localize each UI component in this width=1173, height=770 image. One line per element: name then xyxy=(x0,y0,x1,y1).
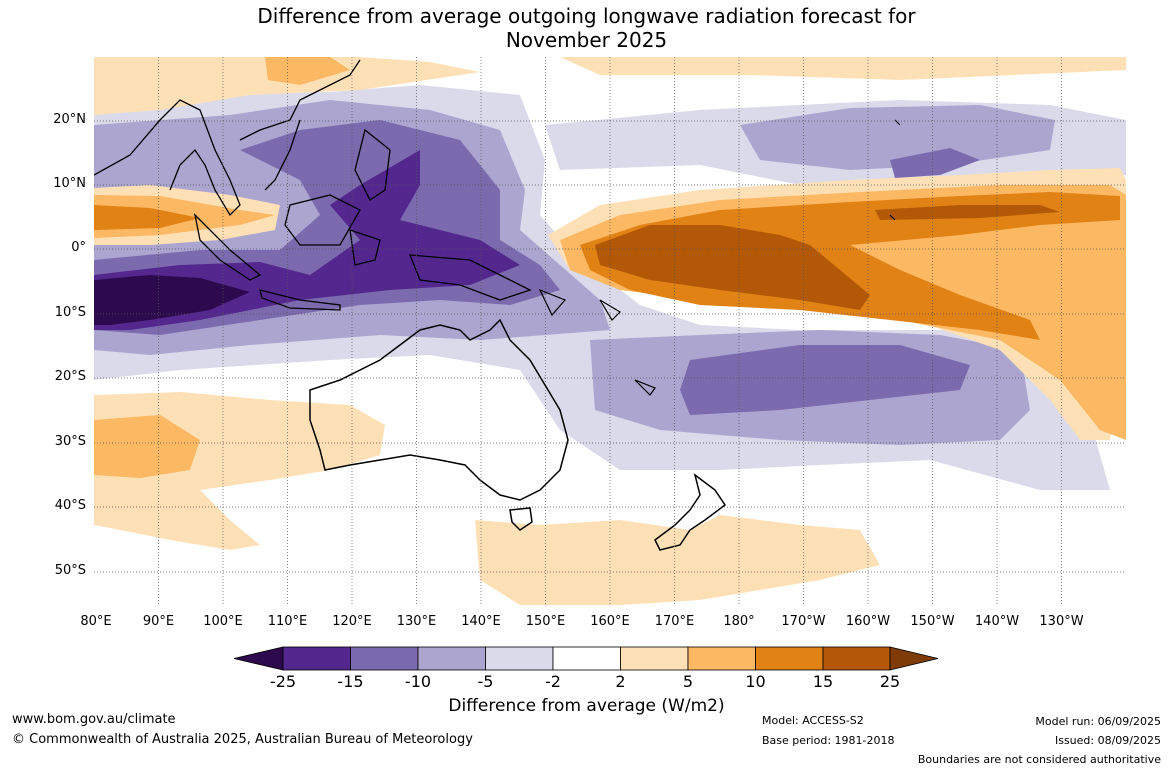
lon-label: 140°E xyxy=(461,614,501,629)
anomaly-region-moderate-positive-north xyxy=(265,57,350,85)
anomaly-region-weak-positive-north-east xyxy=(560,57,1126,80)
anomaly-region-weak-positive-south xyxy=(475,515,880,605)
anomaly-region-very-strong-positive xyxy=(595,225,870,310)
model-run-text: Model run: 06/09/2025 xyxy=(1035,715,1161,728)
maritime-continent-outline xyxy=(193,128,532,311)
colorbar-tick-label: -10 xyxy=(404,672,432,691)
model-text: Model: ACCESS-S2 xyxy=(762,714,864,727)
colorbar-title: Difference from average (W/m2) xyxy=(448,696,725,716)
anomaly-region-very-strong-positive-east xyxy=(875,205,1060,220)
copyright-text: © Commonwealth of Australia 2025, Austra… xyxy=(12,732,473,747)
lon-label: 120°E xyxy=(332,614,372,629)
lon-label: 140°W xyxy=(974,614,1020,629)
asia-outline xyxy=(94,59,361,217)
lon-label: 80°E xyxy=(80,614,112,629)
lon-label: 160°W xyxy=(845,614,891,629)
anomaly-region-extreme-negative xyxy=(94,275,250,325)
colorbar-tick-label: -2 xyxy=(545,672,561,691)
colorbar-tick-label: -15 xyxy=(337,672,364,691)
anomaly-region-strong-negative-ne xyxy=(890,148,980,178)
disclaimer-text: Boundaries are not considered authoritat… xyxy=(917,753,1161,766)
lon-label: 170°E xyxy=(654,614,695,629)
australia-outline xyxy=(309,318,569,501)
colorbar-tick-label: 25 xyxy=(879,672,901,691)
lat-label: 0° xyxy=(71,240,86,255)
anomaly-region-weak-positive-north xyxy=(94,57,480,115)
lat-label: 50°S xyxy=(54,563,86,578)
anomaly-region-moderate-positive-southwest xyxy=(94,415,200,478)
pacific-islands-outline xyxy=(538,119,901,396)
colorbar-tick-label: -25 xyxy=(269,672,297,691)
lat-label: 40°S xyxy=(54,498,86,513)
lon-label: 100°E xyxy=(203,614,243,629)
graticule xyxy=(94,57,1126,605)
lon-label: 130°W xyxy=(1039,614,1084,629)
lat-label: 30°S xyxy=(54,434,86,449)
lon-label: 180° xyxy=(723,614,755,629)
lon-label: 150°E xyxy=(525,614,566,629)
colorbar-tick-label: 5 xyxy=(682,672,694,691)
new-zealand-outline xyxy=(654,473,727,551)
lon-label: 160°E xyxy=(590,614,630,629)
anomaly-field xyxy=(94,57,1126,605)
lon-label: 110°E xyxy=(267,614,308,629)
base-period-text: Base period: 1981-2018 xyxy=(762,734,895,747)
colorbar-tick-label: -5 xyxy=(477,672,494,691)
colorbar-tick-label: 10 xyxy=(745,672,766,691)
title-line-1: Difference from average outgoing longwav… xyxy=(257,4,916,28)
lat-label: 20°S xyxy=(54,369,86,384)
colorbar-tick-label: 15 xyxy=(812,672,834,691)
anomaly-region-strong-negative-south xyxy=(680,345,970,415)
anomaly-region-strong-positive-west xyxy=(94,205,200,230)
issued-text: Issued: 08/09/2025 xyxy=(1054,734,1161,747)
title-line-2: November 2025 xyxy=(505,28,668,52)
lat-label: 10°N xyxy=(53,176,86,191)
lon-label: 90°E xyxy=(142,614,175,629)
website-link[interactable]: www.bom.gov.au/climate xyxy=(12,712,176,727)
tasmania-outline xyxy=(509,507,533,531)
colorbar-tick-label: 2 xyxy=(615,672,626,691)
lon-label: 150°W xyxy=(910,614,955,629)
lon-label: 170°W xyxy=(781,614,826,629)
lat-label: 10°S xyxy=(54,305,86,320)
lat-label: 20°N xyxy=(53,112,86,127)
lon-label: 130°E xyxy=(396,614,437,629)
map-title: Difference from average outgoing longwav… xyxy=(0,4,1173,52)
